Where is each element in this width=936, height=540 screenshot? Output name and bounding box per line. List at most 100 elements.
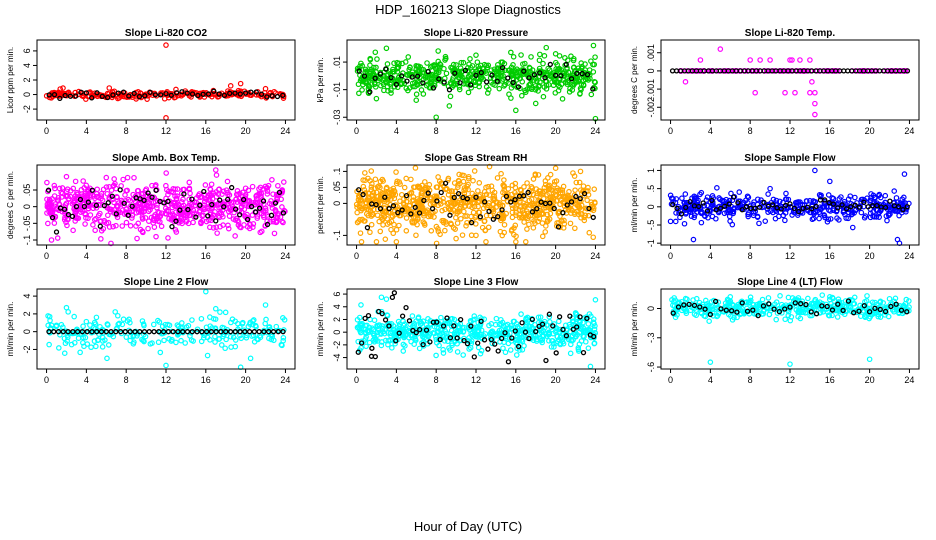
data-point: [212, 326, 219, 332]
panel-title: Slope Li-820 Temp.: [745, 28, 836, 39]
reference-point: [558, 73, 564, 79]
reference-point: [522, 329, 529, 335]
reference-point: [94, 329, 100, 335]
data-point: [258, 93, 265, 100]
data-point: [513, 352, 520, 358]
data-point: [526, 85, 533, 92]
data-point: [475, 344, 482, 351]
data-point: [539, 233, 546, 240]
data-point: [68, 341, 75, 348]
reference-point: [177, 207, 183, 213]
data-point: [174, 186, 181, 192]
outlier-point: [752, 89, 758, 96]
reference-point: [101, 202, 107, 209]
data-point: [513, 209, 519, 216]
data-point: [715, 68, 722, 74]
reference-point: [457, 316, 464, 323]
y-tick-label: 0: [332, 201, 342, 206]
data-point: [497, 65, 504, 71]
data-point: [232, 233, 238, 239]
data-point: [573, 179, 580, 186]
data-point: [670, 196, 676, 202]
data-point: [454, 220, 461, 226]
data-point: [714, 185, 720, 191]
data-point: [440, 350, 447, 356]
data-point: [105, 342, 112, 348]
reference-point: [856, 308, 862, 314]
reference-point: [900, 206, 906, 213]
data-point: [481, 218, 488, 224]
data-point: [509, 205, 516, 212]
reference-point: [547, 200, 553, 206]
data-point: [509, 182, 516, 189]
x-tick-label: 4: [708, 375, 713, 385]
data-point: [551, 344, 557, 350]
data-point: [464, 213, 470, 219]
data-point: [528, 196, 535, 203]
y-tick-label: .001: [646, 44, 656, 62]
data-point: [105, 212, 111, 219]
reference-point: [713, 298, 719, 305]
data-point: [264, 188, 271, 194]
data-point: [868, 191, 874, 197]
reference-point: [845, 298, 852, 304]
x-tick-label: 24: [590, 126, 600, 136]
reference-point: [240, 196, 247, 203]
data-point: [464, 68, 471, 74]
data-point: [183, 217, 190, 224]
reference-point: [678, 211, 685, 217]
data-point: [506, 91, 512, 98]
data-point: [64, 186, 71, 193]
data-point: [470, 329, 476, 336]
outlier-point: [807, 57, 813, 63]
outlier-point: [812, 100, 818, 107]
reference-point: [475, 340, 481, 346]
data-point: [134, 235, 140, 242]
data-point: [74, 215, 80, 222]
reference-point: [468, 323, 474, 329]
data-point: [540, 211, 547, 217]
reference-point: [573, 193, 579, 200]
reference-point: [229, 184, 235, 191]
data-point: [785, 196, 792, 203]
data-point: [374, 322, 380, 329]
reference-point: [550, 323, 556, 329]
data-point: [518, 311, 524, 317]
reference-point: [904, 68, 911, 74]
data-point: [542, 229, 549, 235]
data-point: [465, 89, 472, 96]
x-tick-label: 0: [354, 126, 359, 136]
data-point: [858, 209, 865, 216]
data-point: [492, 82, 498, 88]
data-point: [500, 345, 506, 352]
reference-point: [765, 203, 771, 210]
data-point: [567, 85, 573, 92]
reference-point: [93, 202, 99, 208]
reference-point: [822, 197, 828, 203]
data-point: [358, 76, 364, 82]
reference-point: [264, 221, 271, 228]
data-point: [228, 319, 234, 326]
data-point: [544, 211, 550, 218]
y-tick-label: -.5: [646, 220, 656, 231]
outlier-point: [153, 233, 159, 240]
data-point: [363, 199, 369, 206]
data-point: [209, 204, 216, 210]
reference-point: [373, 201, 379, 208]
x-tick-label: 8: [434, 251, 439, 261]
data-point: [362, 329, 369, 336]
data-point: [552, 79, 558, 85]
data-point: [446, 188, 453, 194]
x-tick-label: 24: [590, 251, 600, 261]
data-point: [151, 224, 158, 230]
reference-point: [830, 201, 837, 207]
data-point: [178, 190, 185, 197]
data-point: [418, 203, 425, 210]
data-point: [82, 221, 88, 227]
reference-point: [74, 329, 81, 335]
outlier-point: [747, 57, 753, 63]
data-point: [891, 188, 898, 194]
data-point: [392, 191, 399, 198]
data-point: [518, 52, 524, 58]
